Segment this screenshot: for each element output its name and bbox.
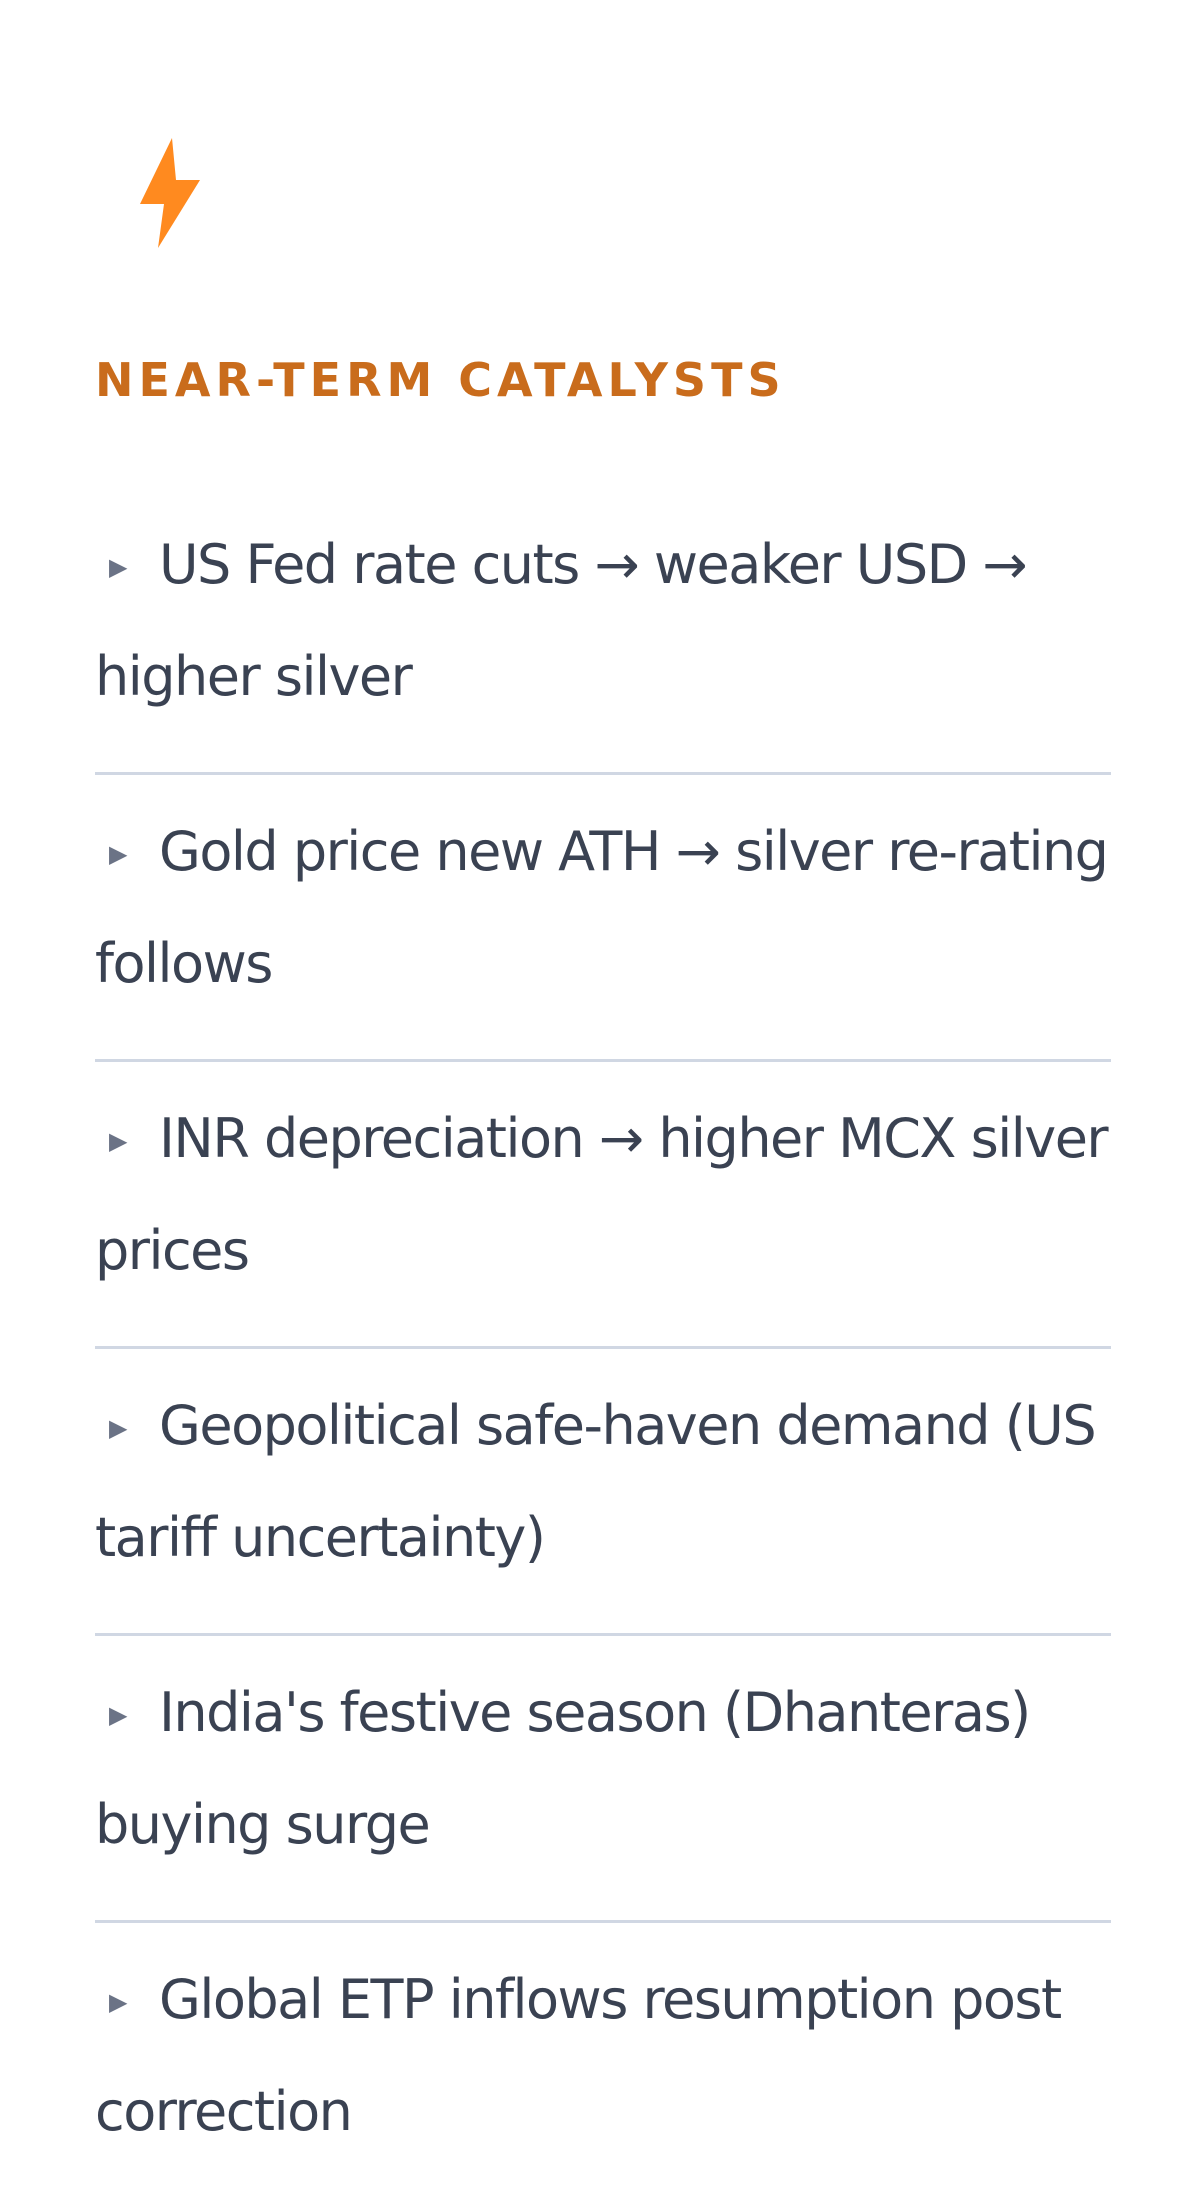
triangle-bullet-icon: ▶ [109, 1988, 128, 2016]
triangle-bullet-icon: ▶ [109, 1701, 128, 1729]
list-item-text: Global ETP inflows resumption post corre… [95, 1968, 1062, 2143]
list-item-text: US Fed rate cuts → weaker USD → higher s… [95, 533, 1028, 708]
list-item-text: INR depreciation → higher MCX silver pri… [95, 1107, 1109, 1282]
triangle-bullet-icon: ▶ [109, 1414, 128, 1442]
list-item: ▶ India's festive season (Dhanteras) buyi… [95, 1636, 1111, 1923]
list-item-text: India's festive season (Dhanteras) buyin… [95, 1681, 1031, 1856]
list-item: ▶ Global ETP inflows resumption post corr… [95, 1923, 1111, 2207]
triangle-bullet-icon: ▶ [109, 1127, 128, 1155]
list-item: ▶ US Fed rate cuts → weaker USD → higher … [95, 500, 1111, 775]
section-heading: NEAR-TERM CATALYSTS [95, 353, 786, 407]
list-item-text: Geopolitical safe-haven demand (US tarif… [95, 1394, 1097, 1569]
list-item-text: Gold price new ATH → silver re-rating fo… [95, 820, 1109, 995]
list-item: ▶ Geopolitical safe-haven demand (US tari… [95, 1349, 1111, 1636]
lightning-bolt-icon [136, 138, 204, 248]
triangle-bullet-icon: ▶ [109, 840, 128, 868]
triangle-bullet-icon: ▶ [109, 553, 128, 581]
catalyst-list: ▶ US Fed rate cuts → weaker USD → higher … [95, 500, 1111, 2207]
list-item: ▶ Gold price new ATH → silver re-rating f… [95, 775, 1111, 1062]
list-item: ▶ INR depreciation → higher MCX silver pr… [95, 1062, 1111, 1349]
